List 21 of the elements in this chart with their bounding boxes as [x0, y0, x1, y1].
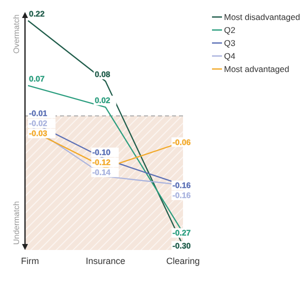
x-tick-label: Insurance	[86, 256, 126, 266]
data-label: 0.08	[94, 70, 111, 80]
data-label: -0.10	[92, 148, 112, 158]
data-label: -0.16	[172, 191, 192, 200]
data-label: -0.12	[92, 158, 112, 168]
legend-label: Most disadvantaged	[224, 12, 300, 22]
data-label: 0.02	[94, 96, 111, 106]
text: Undermatch	[12, 201, 21, 245]
text: Overmatch	[12, 14, 21, 54]
data-label: 0.07	[29, 74, 46, 84]
data-label: -0.14	[92, 168, 112, 178]
legend-label: Q2	[224, 25, 236, 35]
x-tick-label: Firm	[21, 256, 39, 266]
legend-label: Q4	[224, 51, 236, 61]
data-label: 0.22	[29, 10, 46, 19]
x-tick-label: Clearing	[166, 256, 200, 266]
legend-label: Q3	[224, 38, 236, 48]
data-label: -0.02	[29, 119, 48, 128]
legend-label: Most advantaged	[224, 64, 290, 74]
data-label: -0.01	[29, 109, 48, 118]
data-label: -0.03	[29, 129, 48, 138]
